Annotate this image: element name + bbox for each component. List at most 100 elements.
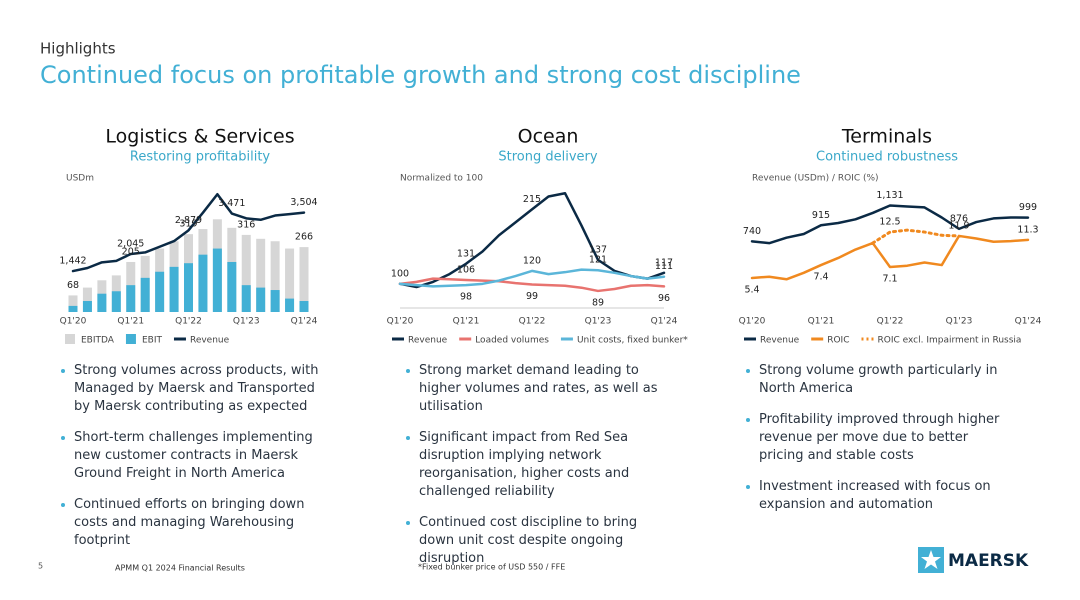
- bar: [169, 266, 179, 312]
- data-label: 1,131: [876, 190, 903, 201]
- bar: [285, 248, 295, 312]
- x-tick-label: Q1'23: [585, 317, 612, 327]
- line: [398, 268, 666, 288]
- data-label: 89: [592, 297, 604, 308]
- data-label: 2,045: [117, 238, 144, 249]
- bar: [126, 285, 136, 312]
- bullet: Strong market demand leading to higher v…: [405, 362, 670, 416]
- panel-title: Terminals: [841, 126, 932, 148]
- bar: [68, 305, 78, 312]
- axis-note: USDm: [66, 174, 94, 184]
- data-label: 205: [122, 246, 140, 257]
- data-label: 316: [237, 219, 255, 230]
- x-tick-label: Q1'24: [291, 317, 318, 327]
- data-label: 876: [950, 213, 968, 224]
- bar: [299, 301, 309, 312]
- legend-label: Revenue: [190, 336, 230, 346]
- x-tick-label: Q1'20: [387, 317, 414, 327]
- bullet-list: Strong volumes across products, with Man…: [60, 362, 325, 563]
- bullet: Continued cost discipline to bring down …: [405, 514, 670, 568]
- data-label: 111: [655, 261, 673, 272]
- logo-text: MAERSK: [948, 551, 1029, 571]
- line: [71, 193, 306, 273]
- data-label: 11.9: [948, 220, 969, 231]
- legend-label: ROIC: [827, 336, 849, 346]
- logo-star: [921, 550, 941, 569]
- footnote: *Fixed bunker price of USD 550 / FFE: [418, 563, 565, 572]
- data-label: 11.3: [1017, 224, 1038, 235]
- legend-label: Unit costs, fixed bunker*: [577, 336, 688, 346]
- data-label: 215: [523, 194, 541, 205]
- data-label: 3,471: [218, 198, 245, 209]
- line: [750, 234, 1030, 281]
- bar: [140, 277, 150, 312]
- legend-swatch: [65, 334, 75, 344]
- bullet: Strong volumes across products, with Man…: [60, 362, 325, 416]
- x-tick-label: Q1'20: [60, 317, 87, 327]
- bar: [198, 254, 208, 312]
- data-label: 12.5: [879, 217, 900, 228]
- data-label: 100: [391, 268, 409, 279]
- bar: [241, 285, 251, 312]
- data-label: 319: [179, 219, 197, 230]
- bar: [82, 301, 92, 312]
- kicker: Highlights: [40, 40, 116, 58]
- data-label: 117: [655, 257, 673, 268]
- x-tick-label: Q1'20: [739, 317, 766, 327]
- bar: [256, 238, 266, 312]
- bar: [212, 248, 222, 312]
- x-tick-label: Q1'23: [946, 317, 973, 327]
- legend-label: Revenue: [760, 336, 800, 346]
- bar: [256, 287, 266, 312]
- bullet: Strong volume growth particularly in Nor…: [745, 362, 1010, 398]
- line: [871, 228, 961, 245]
- data-label: 740: [743, 226, 761, 237]
- bullet: Short-term challenges implementing new c…: [60, 429, 325, 483]
- x-tick-label: Q1'24: [1015, 317, 1042, 327]
- data-label: 68: [67, 280, 79, 291]
- legend-label: Loaded volumes: [475, 336, 549, 346]
- bar: [270, 241, 280, 312]
- x-tick-label: Q1'22: [519, 317, 546, 327]
- bar: [184, 263, 193, 312]
- legend-swatch: [125, 334, 136, 344]
- slide-title: Continued focus on profitable growth and…: [40, 61, 801, 89]
- x-tick-label: Q1'24: [651, 317, 678, 327]
- data-label: 98: [460, 292, 472, 303]
- data-label: 120: [523, 255, 541, 266]
- data-label: 5.4: [744, 285, 759, 296]
- bar: [68, 295, 78, 312]
- bar: [285, 298, 295, 312]
- data-label: 1,442: [59, 256, 86, 267]
- panel-subtitle: Strong delivery: [498, 150, 597, 165]
- bullet-list: Strong volume growth particularly in Nor…: [745, 362, 1010, 527]
- x-tick-label: Q1'21: [808, 317, 835, 327]
- bullet: Investment increased with focus on expan…: [745, 478, 1010, 514]
- bar: [299, 247, 309, 312]
- axis-note: Normalized to 100: [400, 174, 483, 184]
- legend-label: ROIC excl. Impairment in Russia: [877, 336, 1021, 346]
- bar: [97, 293, 107, 312]
- legend-label: EBIT: [142, 336, 163, 346]
- bar: [82, 287, 92, 312]
- data-label: 131: [457, 248, 475, 259]
- data-label: 121: [589, 255, 607, 266]
- data-label: 99: [526, 291, 538, 302]
- page-number: 5: [38, 562, 43, 571]
- data-label: 96: [658, 293, 670, 304]
- data-label: 915: [812, 210, 830, 221]
- bar: [270, 290, 280, 312]
- data-label: 266: [295, 232, 313, 243]
- bar: [155, 271, 165, 312]
- bullet-list: Strong market demand leading to higher v…: [405, 362, 670, 581]
- x-tick-label: Q1'23: [233, 317, 260, 327]
- data-label: 137: [589, 244, 607, 255]
- x-tick-label: Q1'21: [453, 317, 480, 327]
- data-label: 106: [457, 264, 475, 275]
- source: APMM Q1 2024 Financial Results: [115, 564, 245, 573]
- bar: [111, 291, 121, 312]
- data-label: 7.4: [813, 272, 828, 283]
- x-tick-label: Q1'22: [877, 317, 904, 327]
